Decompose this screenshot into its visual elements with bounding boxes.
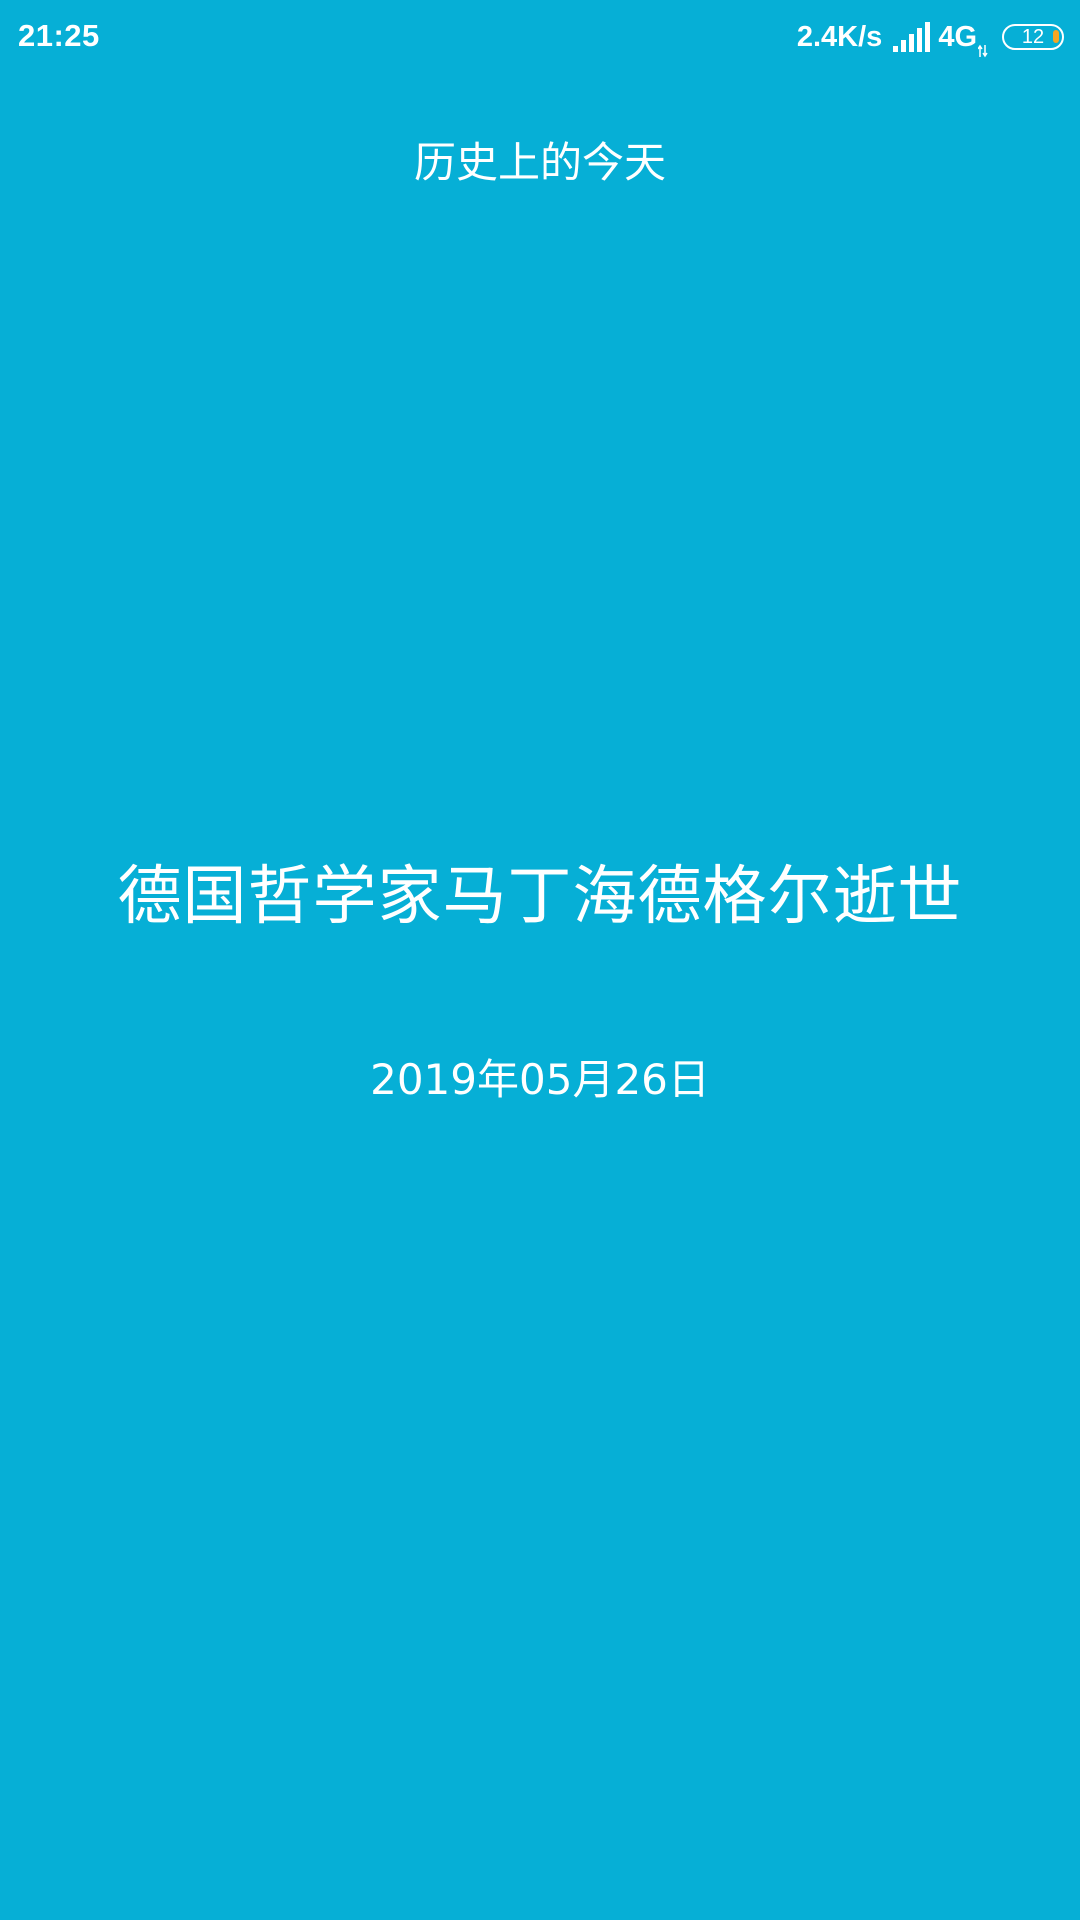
battery-level: 12	[1021, 26, 1045, 48]
status-time: 21:25	[18, 18, 100, 53]
status-indicators: 2.4K/s 4G 12	[796, 18, 1064, 58]
status-bar: 21:25 2.4K/s 4G 12	[0, 0, 1080, 72]
network-type-label: 4G	[938, 20, 977, 53]
network-type: 4G	[938, 20, 988, 58]
event-headline: 德国哲学家马丁海德格尔逝世	[117, 860, 963, 934]
network-speed: 2.4K/s	[796, 20, 883, 53]
battery-icon: 12	[1002, 24, 1064, 50]
page-title: 历史上的今天	[413, 138, 666, 187]
battery-charge-indicator	[1053, 30, 1059, 43]
event-date: 2019年05月26日	[370, 1055, 710, 1104]
signal-bars-icon	[892, 22, 932, 52]
data-arrows-icon	[977, 34, 988, 58]
